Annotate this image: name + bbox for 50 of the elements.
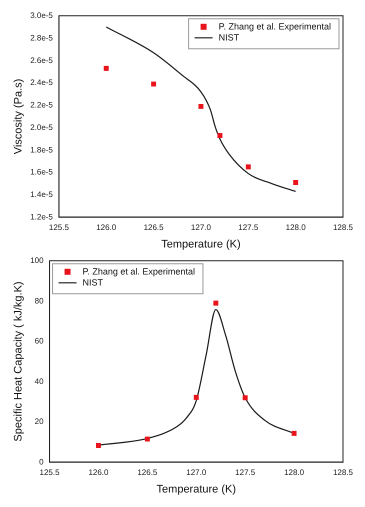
y-tick-label: 80 — [34, 296, 44, 306]
point — [242, 395, 248, 400]
legend-label: P. Zhang et al. Experimental — [82, 266, 195, 276]
point — [194, 394, 199, 400]
point — [292, 430, 297, 436]
point — [151, 82, 156, 87]
y-tick-label: 1.6e-5 — [30, 168, 54, 177]
x-tick-label: 125.5 — [40, 468, 60, 478]
y-tick-label: 100 — [30, 256, 44, 266]
x-tick-label: 127.0 — [190, 223, 212, 232]
point — [198, 104, 204, 109]
x-tick-label: 126.0 — [96, 223, 117, 232]
y-tick-label: 20 — [34, 417, 44, 426]
legend-label: P. Zhang et al. Experimental — [218, 21, 332, 32]
x-tick-label: 128.5 — [332, 468, 354, 478]
y-tick-label: 60 — [34, 336, 44, 346]
point — [246, 164, 251, 170]
y-tick-label: 2.2e-5 — [30, 100, 54, 110]
y-tick-label: 0 — [39, 457, 44, 466]
point — [104, 66, 109, 71]
y-tick-label: 1.8e-5 — [30, 145, 54, 154]
y-tick-label: 2.4e-5 — [30, 78, 54, 88]
legend-label: NIST — [218, 32, 240, 42]
legend-label: NIST — [82, 277, 104, 288]
x-tick-label: 128.5 — [332, 223, 354, 232]
y-axis-title: Specific Heat Capacity ( kJ/kg.K) — [12, 281, 25, 442]
y-tick-label: 1.2e-5 — [30, 212, 54, 222]
point — [144, 436, 150, 442]
y-tick-label: 2.8e-5 — [30, 33, 54, 42]
point — [217, 133, 222, 138]
x-tick-label: 127.5 — [235, 468, 256, 478]
x-tick-label: 126.5 — [137, 468, 158, 478]
x-tick-label: 127.5 — [238, 223, 259, 232]
y-tick-label: 1.4e-5 — [30, 190, 54, 200]
y-tick-label: 40 — [34, 376, 44, 386]
x-axis-title: Temperature (K) — [156, 483, 236, 496]
point — [293, 180, 298, 185]
y-tick-label: 2.6e-5 — [30, 56, 54, 65]
x-tick-label: 128.0 — [284, 468, 305, 478]
y-tick-label: 3.0e-5 — [30, 11, 54, 20]
y-axis-title: Viscosity (Pa.s) — [12, 78, 25, 154]
x-tick-label: 127.0 — [186, 468, 207, 478]
y-tick-label: 2.0e-5 — [30, 122, 54, 132]
x-tick-label: 126.5 — [144, 223, 164, 232]
x-axis-title: Temperature (K) — [161, 238, 241, 250]
point — [96, 443, 101, 448]
x-tick-label: 126.0 — [88, 468, 110, 478]
point — [213, 300, 218, 306]
x-tick-label: 125.5 — [48, 223, 70, 232]
x-tick-label: 128.0 — [286, 223, 306, 232]
